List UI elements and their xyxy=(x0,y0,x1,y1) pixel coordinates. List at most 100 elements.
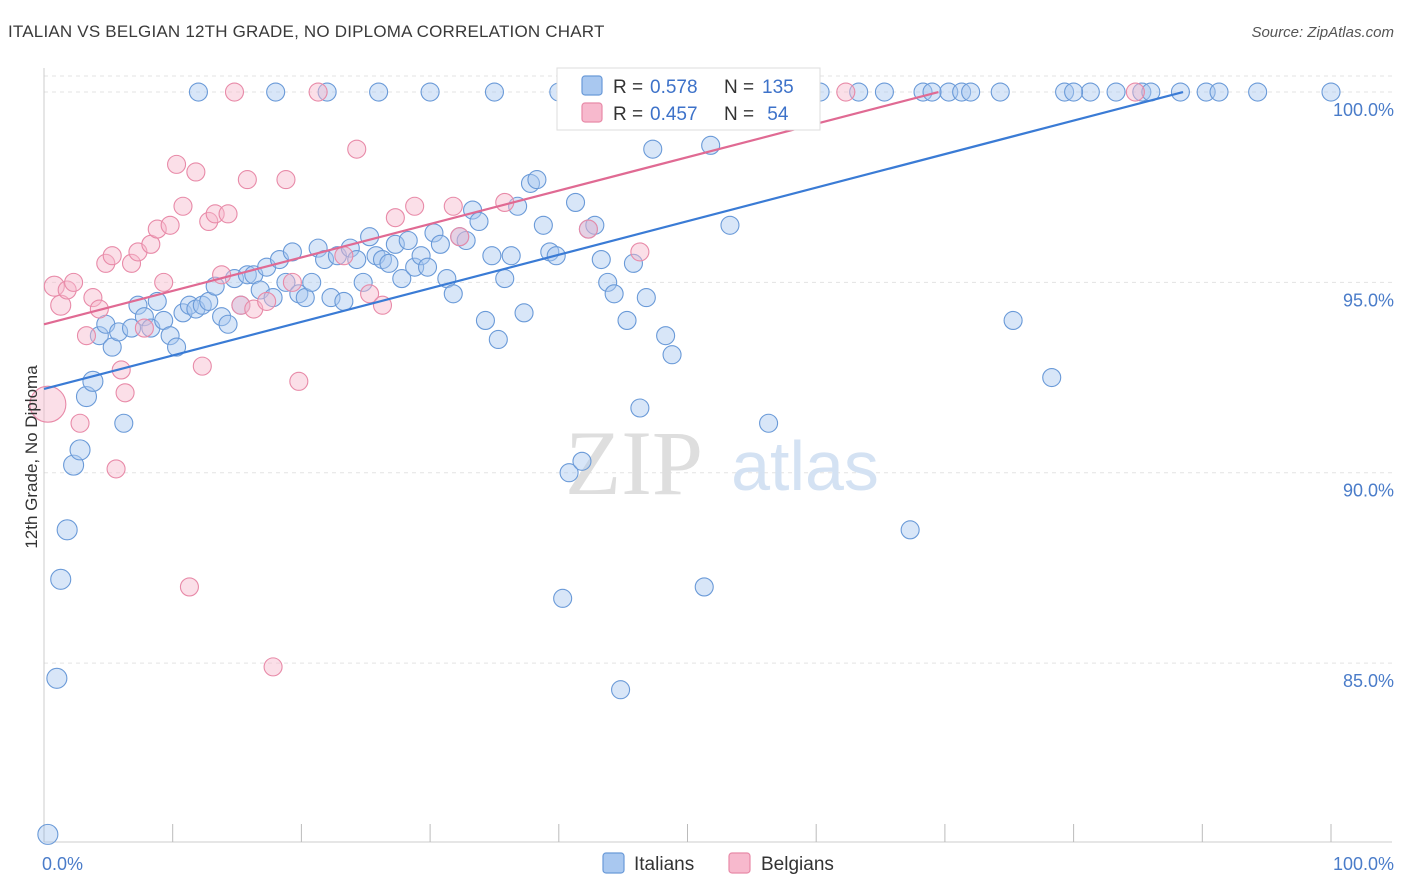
y-tick-label-2: 95.0% xyxy=(1343,290,1394,310)
watermark-atlas: atlas xyxy=(731,427,879,505)
belgians-point-28 xyxy=(212,265,232,285)
italians-point-37 xyxy=(276,272,296,292)
belgians-point-14 xyxy=(121,253,142,273)
belgians-point-19 xyxy=(154,272,174,292)
italians-point-49 xyxy=(353,272,373,292)
legend-belgians-r-value: 0.457 xyxy=(650,104,698,125)
italians-point-91 xyxy=(623,253,643,273)
italians-point-48 xyxy=(347,249,367,270)
italians-point-88 xyxy=(604,284,624,304)
series-legend: Italians Belgians xyxy=(602,852,834,875)
belgians-point-41 xyxy=(347,139,367,159)
italians-point-103 xyxy=(874,82,894,102)
belgians-point-31 xyxy=(231,295,251,315)
italians-point-7 xyxy=(82,370,104,392)
belgians-point-7 xyxy=(83,288,103,308)
axes xyxy=(43,68,1392,843)
italians-point-123 xyxy=(369,82,389,102)
series-belgians-points xyxy=(29,82,1145,677)
italians-point-27 xyxy=(212,307,232,327)
italians-point-118 xyxy=(1248,82,1268,102)
belgians-point-25 xyxy=(192,356,212,376)
italians-point-132 xyxy=(961,82,981,102)
italians-point-19 xyxy=(160,326,180,346)
italians-point-54 xyxy=(385,234,405,254)
italians-point-77 xyxy=(533,215,553,235)
x-tick-label-1: 100.0% xyxy=(1333,854,1394,874)
belgians-point-45 xyxy=(405,196,425,216)
belgians-point-3 xyxy=(57,280,77,300)
italians-point-92 xyxy=(630,398,650,418)
watermark-zip: ZIP xyxy=(565,412,703,514)
italians-point-83 xyxy=(572,451,592,471)
italians-point-56 xyxy=(398,230,418,251)
belgians-point-30 xyxy=(224,82,245,102)
belgians-point-37 xyxy=(282,272,302,292)
belgians-point-16 xyxy=(134,318,154,338)
italians-point-11 xyxy=(109,322,129,342)
y-tick-labels: 85.0% 90.0% 95.0% 100.0% xyxy=(1333,100,1394,691)
belgians-point-4 xyxy=(64,272,84,292)
italians-point-120 xyxy=(188,82,208,102)
belgians-point-34 xyxy=(257,291,277,311)
trendlines xyxy=(43,90,1184,391)
italians-point-86 xyxy=(591,249,611,270)
italians-point-15 xyxy=(134,307,154,327)
italians-point-44 xyxy=(321,288,341,308)
belgians-point-35 xyxy=(263,657,283,677)
legend-swatch-belgians xyxy=(581,102,603,123)
italians-point-41 xyxy=(302,272,322,292)
belgians-point-44 xyxy=(385,208,405,228)
belgians-point-5 xyxy=(70,413,90,433)
italians-point-110 xyxy=(1042,368,1062,388)
italians-point-113 xyxy=(1106,82,1126,102)
italians-point-59 xyxy=(417,257,438,277)
belgians-point-46 xyxy=(443,196,463,216)
legend-swatch-italians xyxy=(581,75,603,96)
belgians-point-39 xyxy=(308,82,328,102)
italians-point-109 xyxy=(1003,310,1023,331)
italians-point-68 xyxy=(475,310,495,331)
chart-title: ITALIAN VS BELGIAN 12TH GRADE, NO DIPLOM… xyxy=(8,22,605,41)
italians-point-2 xyxy=(50,568,72,590)
grid-lines xyxy=(44,75,1392,664)
italians-point-81 xyxy=(559,463,579,483)
y-tick-label-3: 100.0% xyxy=(1333,100,1394,120)
legend-belgians-n-label: N = xyxy=(724,104,759,125)
italians-point-3 xyxy=(56,519,78,541)
italians-point-12 xyxy=(114,413,134,433)
italians-point-67 xyxy=(469,211,489,232)
italians-point-82 xyxy=(565,192,586,212)
belgians-point-32 xyxy=(237,170,257,190)
italians-point-58 xyxy=(411,246,431,266)
belgians-point-22 xyxy=(173,196,193,216)
italians-point-5 xyxy=(69,439,91,461)
italians-point-72 xyxy=(501,246,521,266)
bottom-legend-swatch-belgians xyxy=(728,852,751,874)
italians-point-117 xyxy=(1209,82,1229,102)
italians-point-112 xyxy=(1080,82,1100,102)
italians-point-93 xyxy=(636,288,656,308)
italians-point-80 xyxy=(553,588,573,608)
legend-italians-n-value: 135 xyxy=(762,77,794,98)
belgians-point-18 xyxy=(147,219,167,239)
belgians-point-1 xyxy=(43,275,65,297)
legend-belgians-n-value: 54 xyxy=(762,104,789,125)
legend-italians-n-label: N = xyxy=(724,77,759,98)
belgians-point-47 xyxy=(450,227,470,247)
italians-point-95 xyxy=(656,326,676,346)
italians-point-133 xyxy=(1064,82,1084,102)
italians-point-76 xyxy=(527,170,547,190)
belgians-point-9 xyxy=(96,253,116,273)
belgians-point-36 xyxy=(276,170,296,190)
italians-point-21 xyxy=(173,303,193,323)
italians-point-121 xyxy=(266,82,286,102)
italians-point-100 xyxy=(759,413,779,433)
bottom-legend-swatch-italians xyxy=(602,852,625,874)
legend-italians-r-value: 0.578 xyxy=(650,77,698,98)
italians-point-20 xyxy=(167,337,187,357)
belgians-point-21 xyxy=(167,154,187,174)
belgians-trendline xyxy=(43,90,939,326)
bottom-legend-italians: Italians xyxy=(634,854,694,875)
